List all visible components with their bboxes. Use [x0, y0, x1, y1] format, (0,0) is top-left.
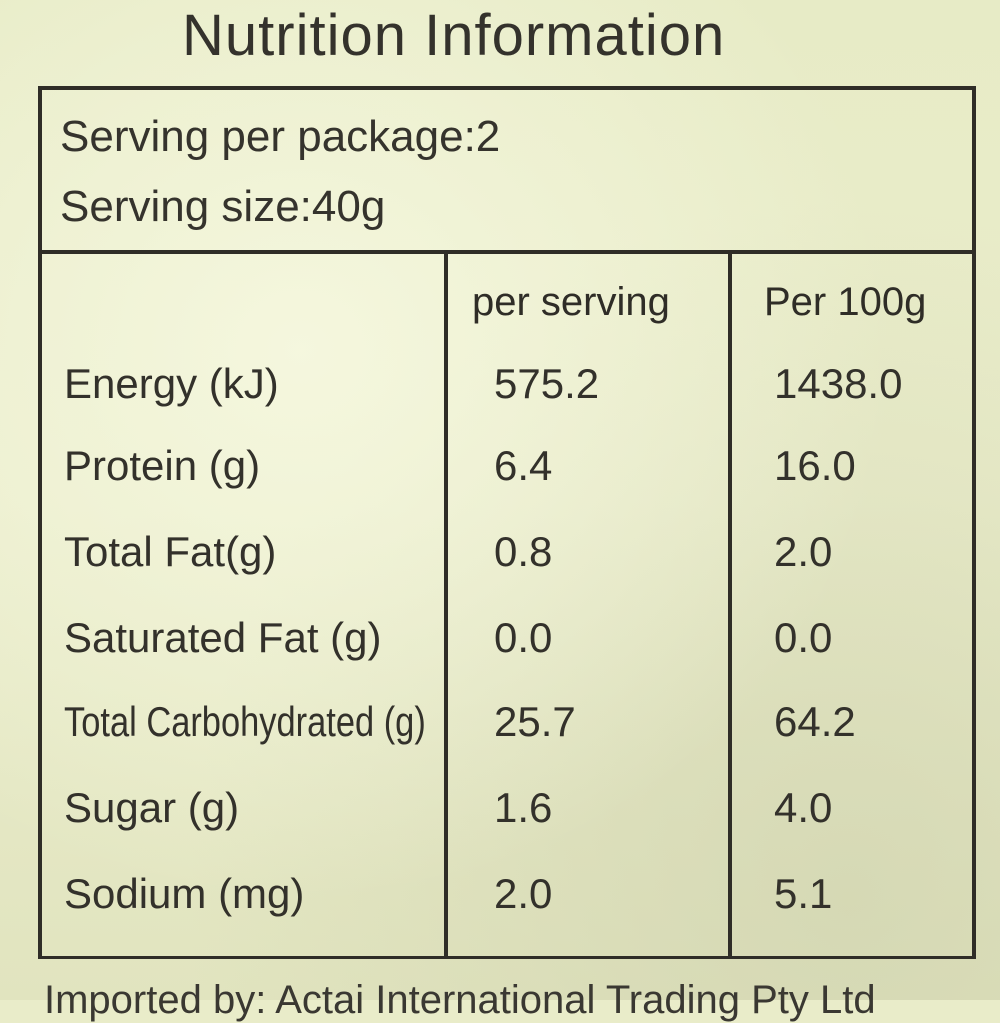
column-divider	[444, 254, 448, 956]
nutrition-table: Serving per package:2 Serving size:40g p…	[38, 86, 976, 959]
servings-per-package: Serving per package:2	[60, 112, 501, 161]
per-100g-value: 16.0	[774, 442, 856, 489]
nutrient-name: Sugar (g)	[64, 784, 240, 831]
importer-text: Imported by: Actai International Trading…	[44, 978, 876, 1022]
column-header-per-serving: per serving	[472, 280, 670, 324]
per-100g-value: 64.2	[774, 698, 856, 745]
nutrient-name: Total Fat(g)	[64, 528, 277, 575]
table-row: Protein (g) 6.4 16.0	[42, 442, 972, 522]
per-100g-value: 4.0	[774, 784, 833, 831]
serving-info: Serving per package:2 Serving size:40g	[42, 90, 972, 254]
table-row: Energy (kJ) 575.2 1438.0	[42, 360, 972, 440]
per-serving-value: 575.2	[494, 360, 600, 407]
nutrition-title: Nutrition Information	[182, 3, 726, 68]
table-row: Total Carbohydrated (g) 25.7 64.2	[42, 698, 972, 778]
nutrient-name: Protein (g)	[64, 442, 261, 489]
per-serving-value: 0.8	[494, 528, 553, 575]
per-serving-value: 25.7	[494, 698, 576, 745]
table-row: Sodium (mg) 2.0 5.1	[42, 870, 972, 950]
table-row: Total Fat(g) 0.8 2.0	[42, 528, 972, 608]
nutrient-name: Total Carbohydrated (g)	[64, 698, 426, 745]
label-background	[0, 0, 1000, 1000]
nutrient-name: Saturated Fat (g)	[64, 614, 382, 661]
per-serving-value: 0.0	[494, 614, 553, 661]
table-row: Saturated Fat (g) 0.0 0.0	[42, 614, 972, 694]
per-serving-value: 6.4	[494, 442, 553, 489]
table-row: Sugar (g) 1.6 4.0	[42, 784, 972, 864]
nutrient-rows: Energy (kJ) 575.2 1438.0 Protein (g) 6.4…	[42, 90, 972, 956]
per-100g-value: 0.0	[774, 614, 833, 661]
per-serving-value: 1.6	[494, 784, 553, 831]
per-100g-value: 2.0	[774, 528, 833, 575]
per-serving-value: 2.0	[494, 870, 553, 917]
per-100g-value: 1438.0	[774, 360, 903, 407]
serving-size: Serving size:40g	[60, 182, 386, 231]
column-header-per-100g: Per 100g	[764, 280, 927, 324]
column-divider	[728, 254, 732, 956]
per-100g-value: 5.1	[774, 870, 833, 917]
nutrient-name: Energy (kJ)	[64, 360, 279, 407]
nutrient-name: Sodium (mg)	[64, 870, 305, 917]
